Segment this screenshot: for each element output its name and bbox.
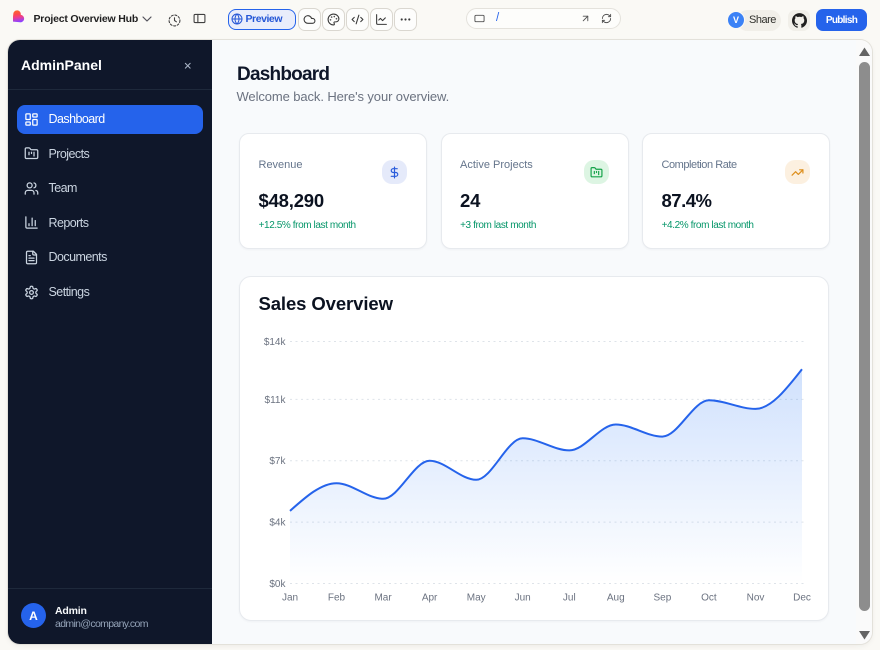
svg-text:Oct: Oct bbox=[701, 593, 717, 604]
svg-text:$11k: $11k bbox=[265, 395, 287, 406]
svg-text:Jun: Jun bbox=[515, 593, 531, 604]
svg-text:$14k: $14k bbox=[264, 337, 287, 348]
svg-text:Jan: Jan bbox=[282, 593, 298, 604]
svg-text:Dec: Dec bbox=[793, 593, 811, 604]
svg-text:Sep: Sep bbox=[654, 593, 672, 604]
svg-text:$7k: $7k bbox=[269, 456, 286, 467]
svg-text:Feb: Feb bbox=[328, 593, 346, 604]
svg-text:$4k: $4k bbox=[269, 518, 286, 529]
svg-text:May: May bbox=[467, 593, 486, 604]
svg-text:Mar: Mar bbox=[374, 593, 392, 604]
svg-text:Jul: Jul bbox=[563, 593, 576, 604]
svg-text:$0k: $0k bbox=[269, 579, 286, 590]
svg-text:Apr: Apr bbox=[422, 593, 438, 604]
svg-text:Nov: Nov bbox=[747, 593, 765, 604]
svg-text:Aug: Aug bbox=[607, 593, 625, 604]
